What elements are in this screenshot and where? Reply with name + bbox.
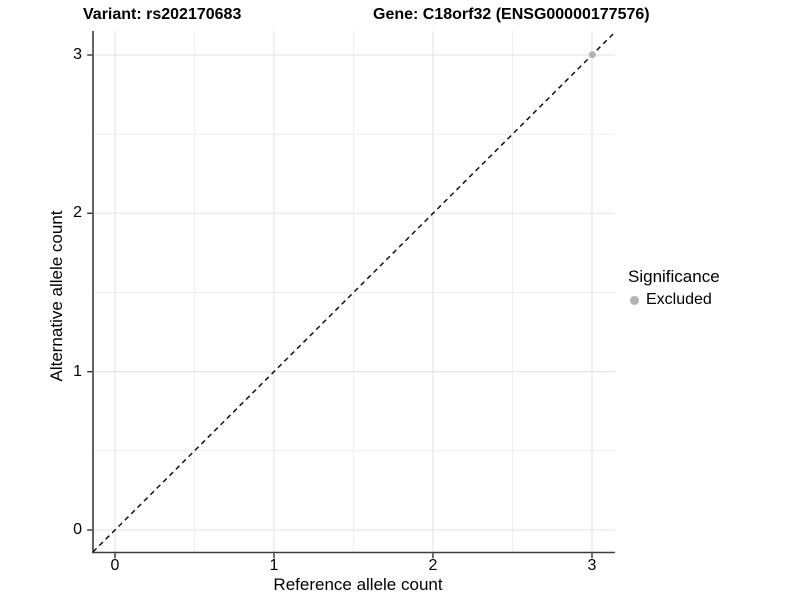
x-tick-label: 2 — [428, 557, 438, 574]
y-tick-label: 0 — [73, 521, 82, 538]
grid-minor-horizontal — [93, 133, 615, 452]
plot-title-variant: Variant: rs202170683 — [83, 6, 242, 23]
grid-minor-vertical — [194, 31, 513, 553]
y-axis-title: Alternative allele count — [47, 210, 66, 382]
y-tick-label: 1 — [73, 363, 82, 380]
y-tick-label: 3 — [73, 46, 82, 63]
y-axis-ticks — [87, 54, 93, 531]
y-tick-label: 2 — [73, 204, 82, 221]
x-axis-title: Reference allele count — [273, 575, 443, 594]
x-tick-label: 1 — [269, 557, 279, 574]
x-axis-ticks — [114, 553, 593, 559]
legend-item-excluded: Excluded — [628, 290, 720, 310]
data-point-excluded — [588, 51, 596, 59]
grid-major-horizontal — [93, 54, 615, 531]
legend-item-label: Excluded — [646, 291, 712, 308]
x-tick-label: 3 — [587, 557, 597, 574]
plot-title-gene: Gene: C18orf32 (ENSG00000177576) — [373, 6, 650, 23]
legend: Significance Excluded — [628, 266, 720, 310]
identity-reference-line — [92, 31, 616, 553]
legend-point-icon — [630, 295, 639, 305]
grid-major-vertical — [114, 31, 593, 553]
legend-title: Significance — [628, 267, 720, 286]
x-tick-label: 0 — [110, 557, 120, 574]
